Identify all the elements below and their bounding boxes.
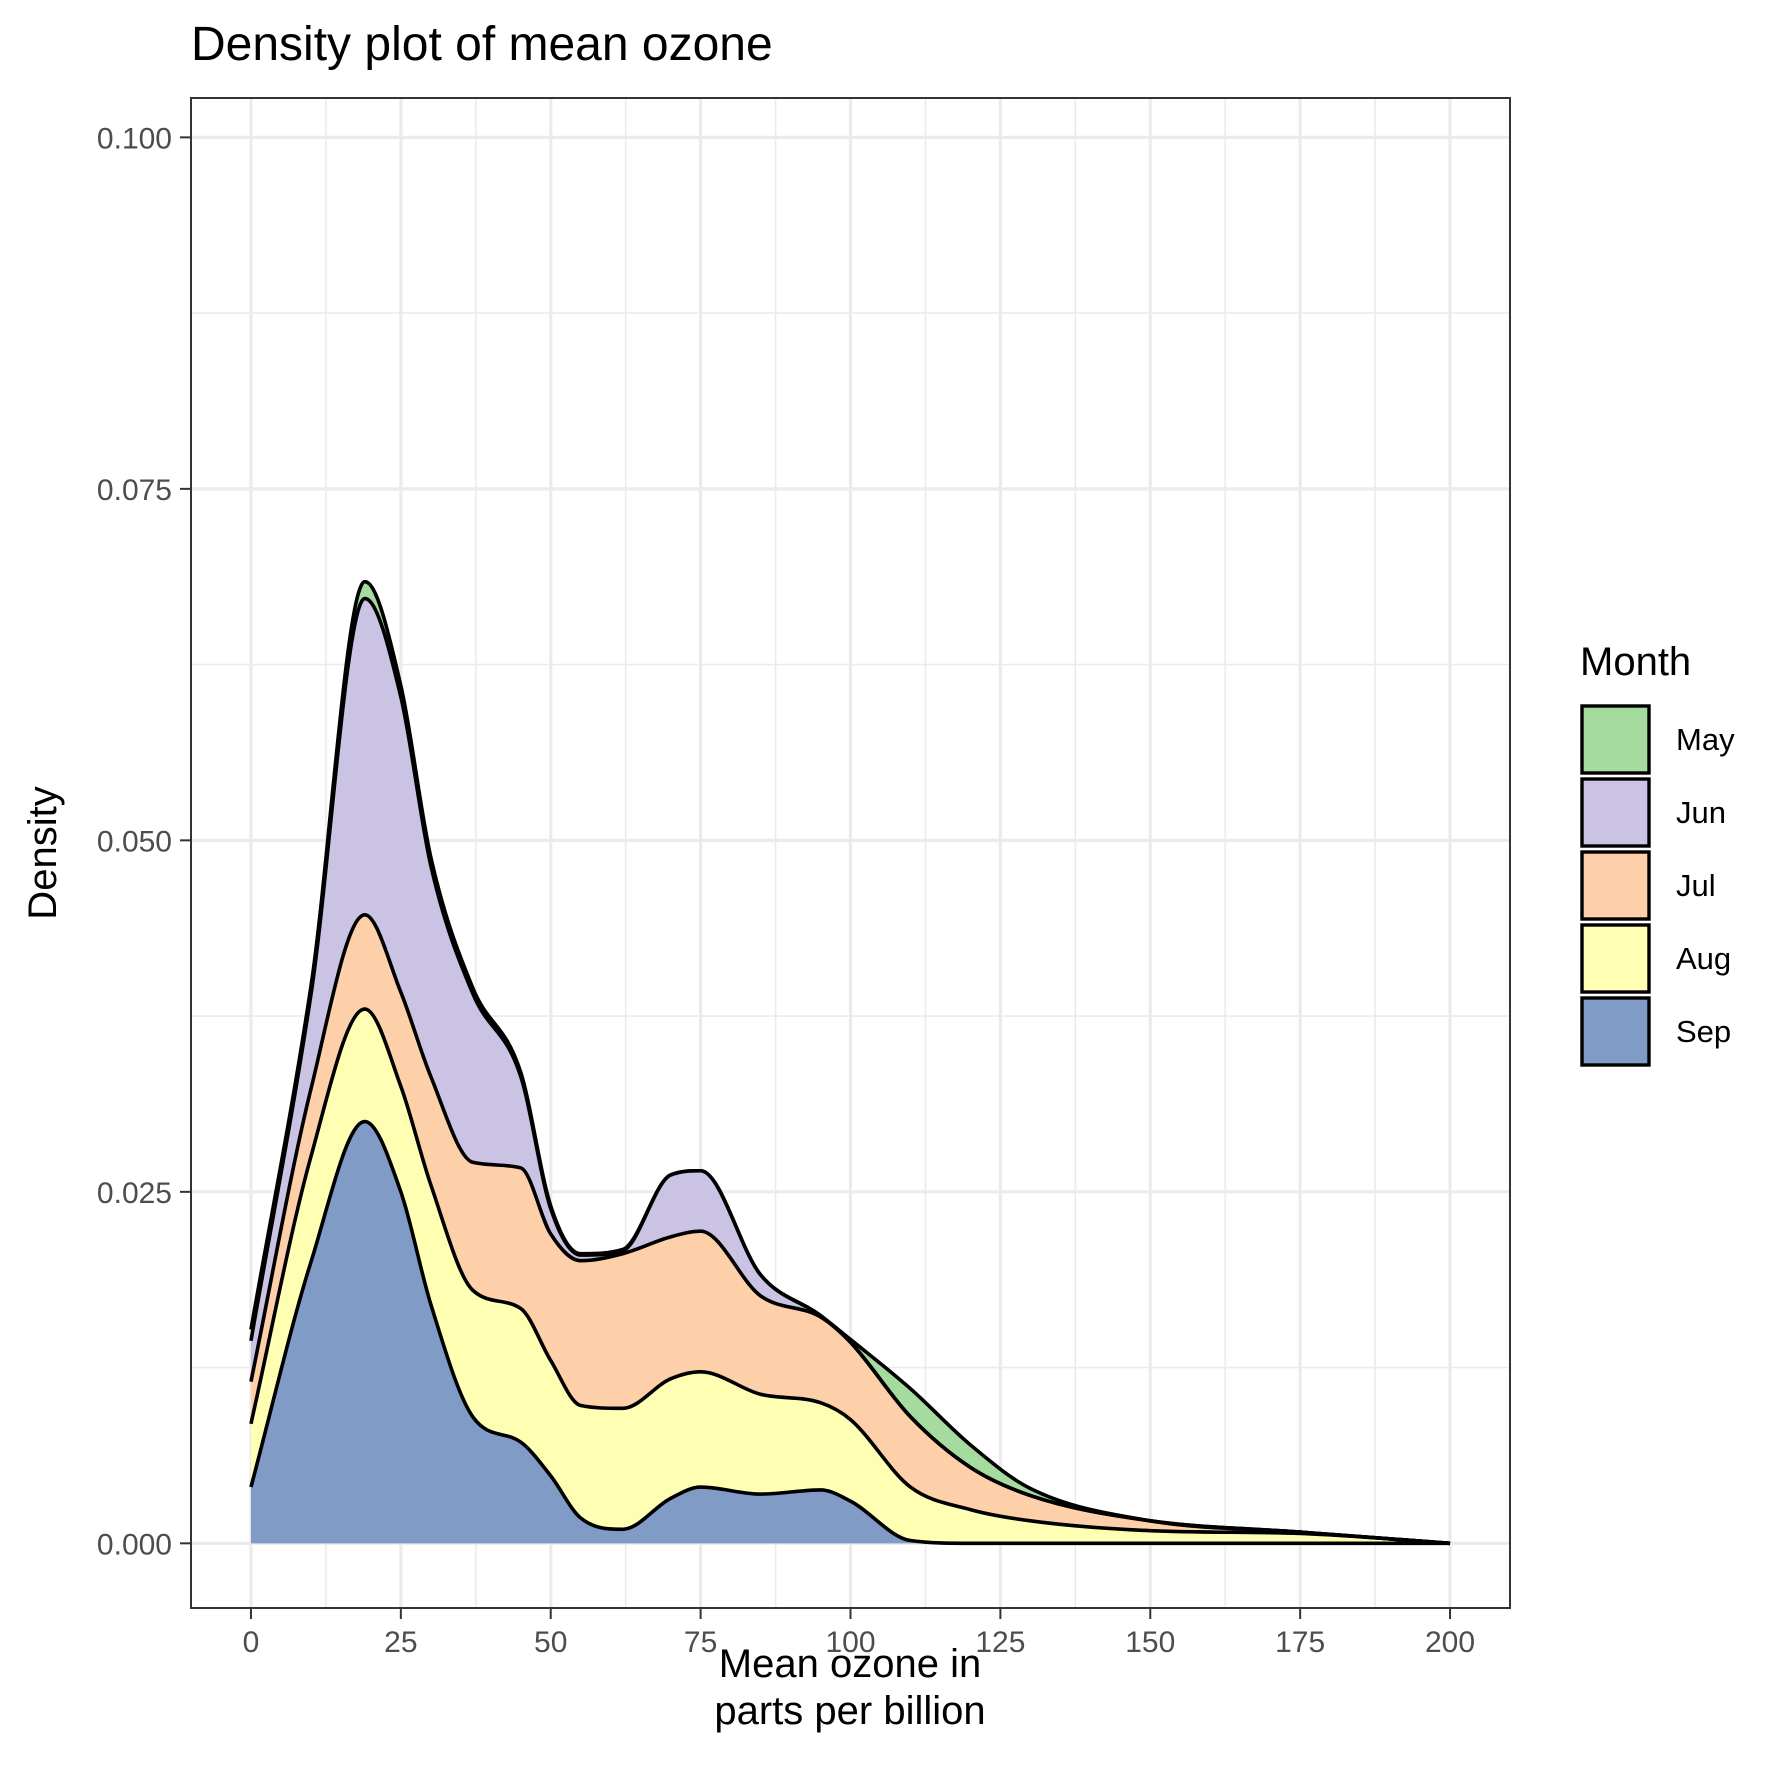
legend-key-jun: [1580, 777, 1651, 848]
x-tick-label: 25: [384, 1626, 417, 1659]
legend-key-aug: [1580, 923, 1651, 994]
y-tick-label: 0.075: [97, 474, 172, 507]
legend-label-jul: Jul: [1676, 868, 1716, 903]
area-outline-sep: [249, 1119, 1451, 1546]
x-axis-title-line-1: Mean ozone in: [719, 1642, 981, 1686]
legend-label-jun: Jun: [1676, 795, 1726, 830]
x-axis-title-line-2: parts per billion: [714, 1689, 985, 1733]
x-tick-label: 150: [1125, 1626, 1175, 1659]
y-tick-label: 0.100: [97, 122, 172, 155]
legend-label-sep: Sep: [1676, 1014, 1731, 1049]
area-jun: [250, 598, 1451, 1544]
chart-title: Density plot of mean ozone: [191, 18, 773, 71]
y-tick-label: 0.025: [97, 1177, 172, 1210]
legend-key-sep: [1580, 996, 1651, 1067]
legend-key-may: [1580, 704, 1651, 775]
x-tick-label: 125: [975, 1626, 1025, 1659]
y-tick-label: 0.000: [97, 1528, 172, 1561]
y-tick-label: 0.050: [97, 825, 172, 858]
legend-key-jul: [1580, 850, 1651, 921]
x-tick-label: 75: [684, 1626, 717, 1659]
area-outline-aug: [249, 1007, 1451, 1546]
axes: 0 25 50 75 100 125 150 175 200 0.000 0.025 0.050 0.0…: [97, 122, 1475, 1659]
x-tick-label: 0: [243, 1626, 260, 1659]
area-aug: [250, 1009, 1451, 1544]
stacked-area-outlines: [249, 579, 1451, 1546]
legend: Month May Jun Jul Aug Sep: [1580, 640, 1735, 1067]
area-sep: [250, 1121, 1451, 1544]
x-tick-label: 175: [1275, 1626, 1325, 1659]
x-tick-label: 50: [534, 1626, 567, 1659]
legend-label-may: May: [1676, 722, 1735, 757]
legend-title: Month: [1580, 640, 1691, 684]
y-axis-title: Density: [21, 786, 65, 919]
x-tick-label: 200: [1425, 1626, 1475, 1659]
legend-label-aug: Aug: [1676, 941, 1731, 976]
legend-items: May Jun Jul Aug Sep: [1580, 704, 1735, 1067]
area-outline-may: [249, 579, 1451, 1546]
x-tick-label: 100: [825, 1626, 875, 1659]
